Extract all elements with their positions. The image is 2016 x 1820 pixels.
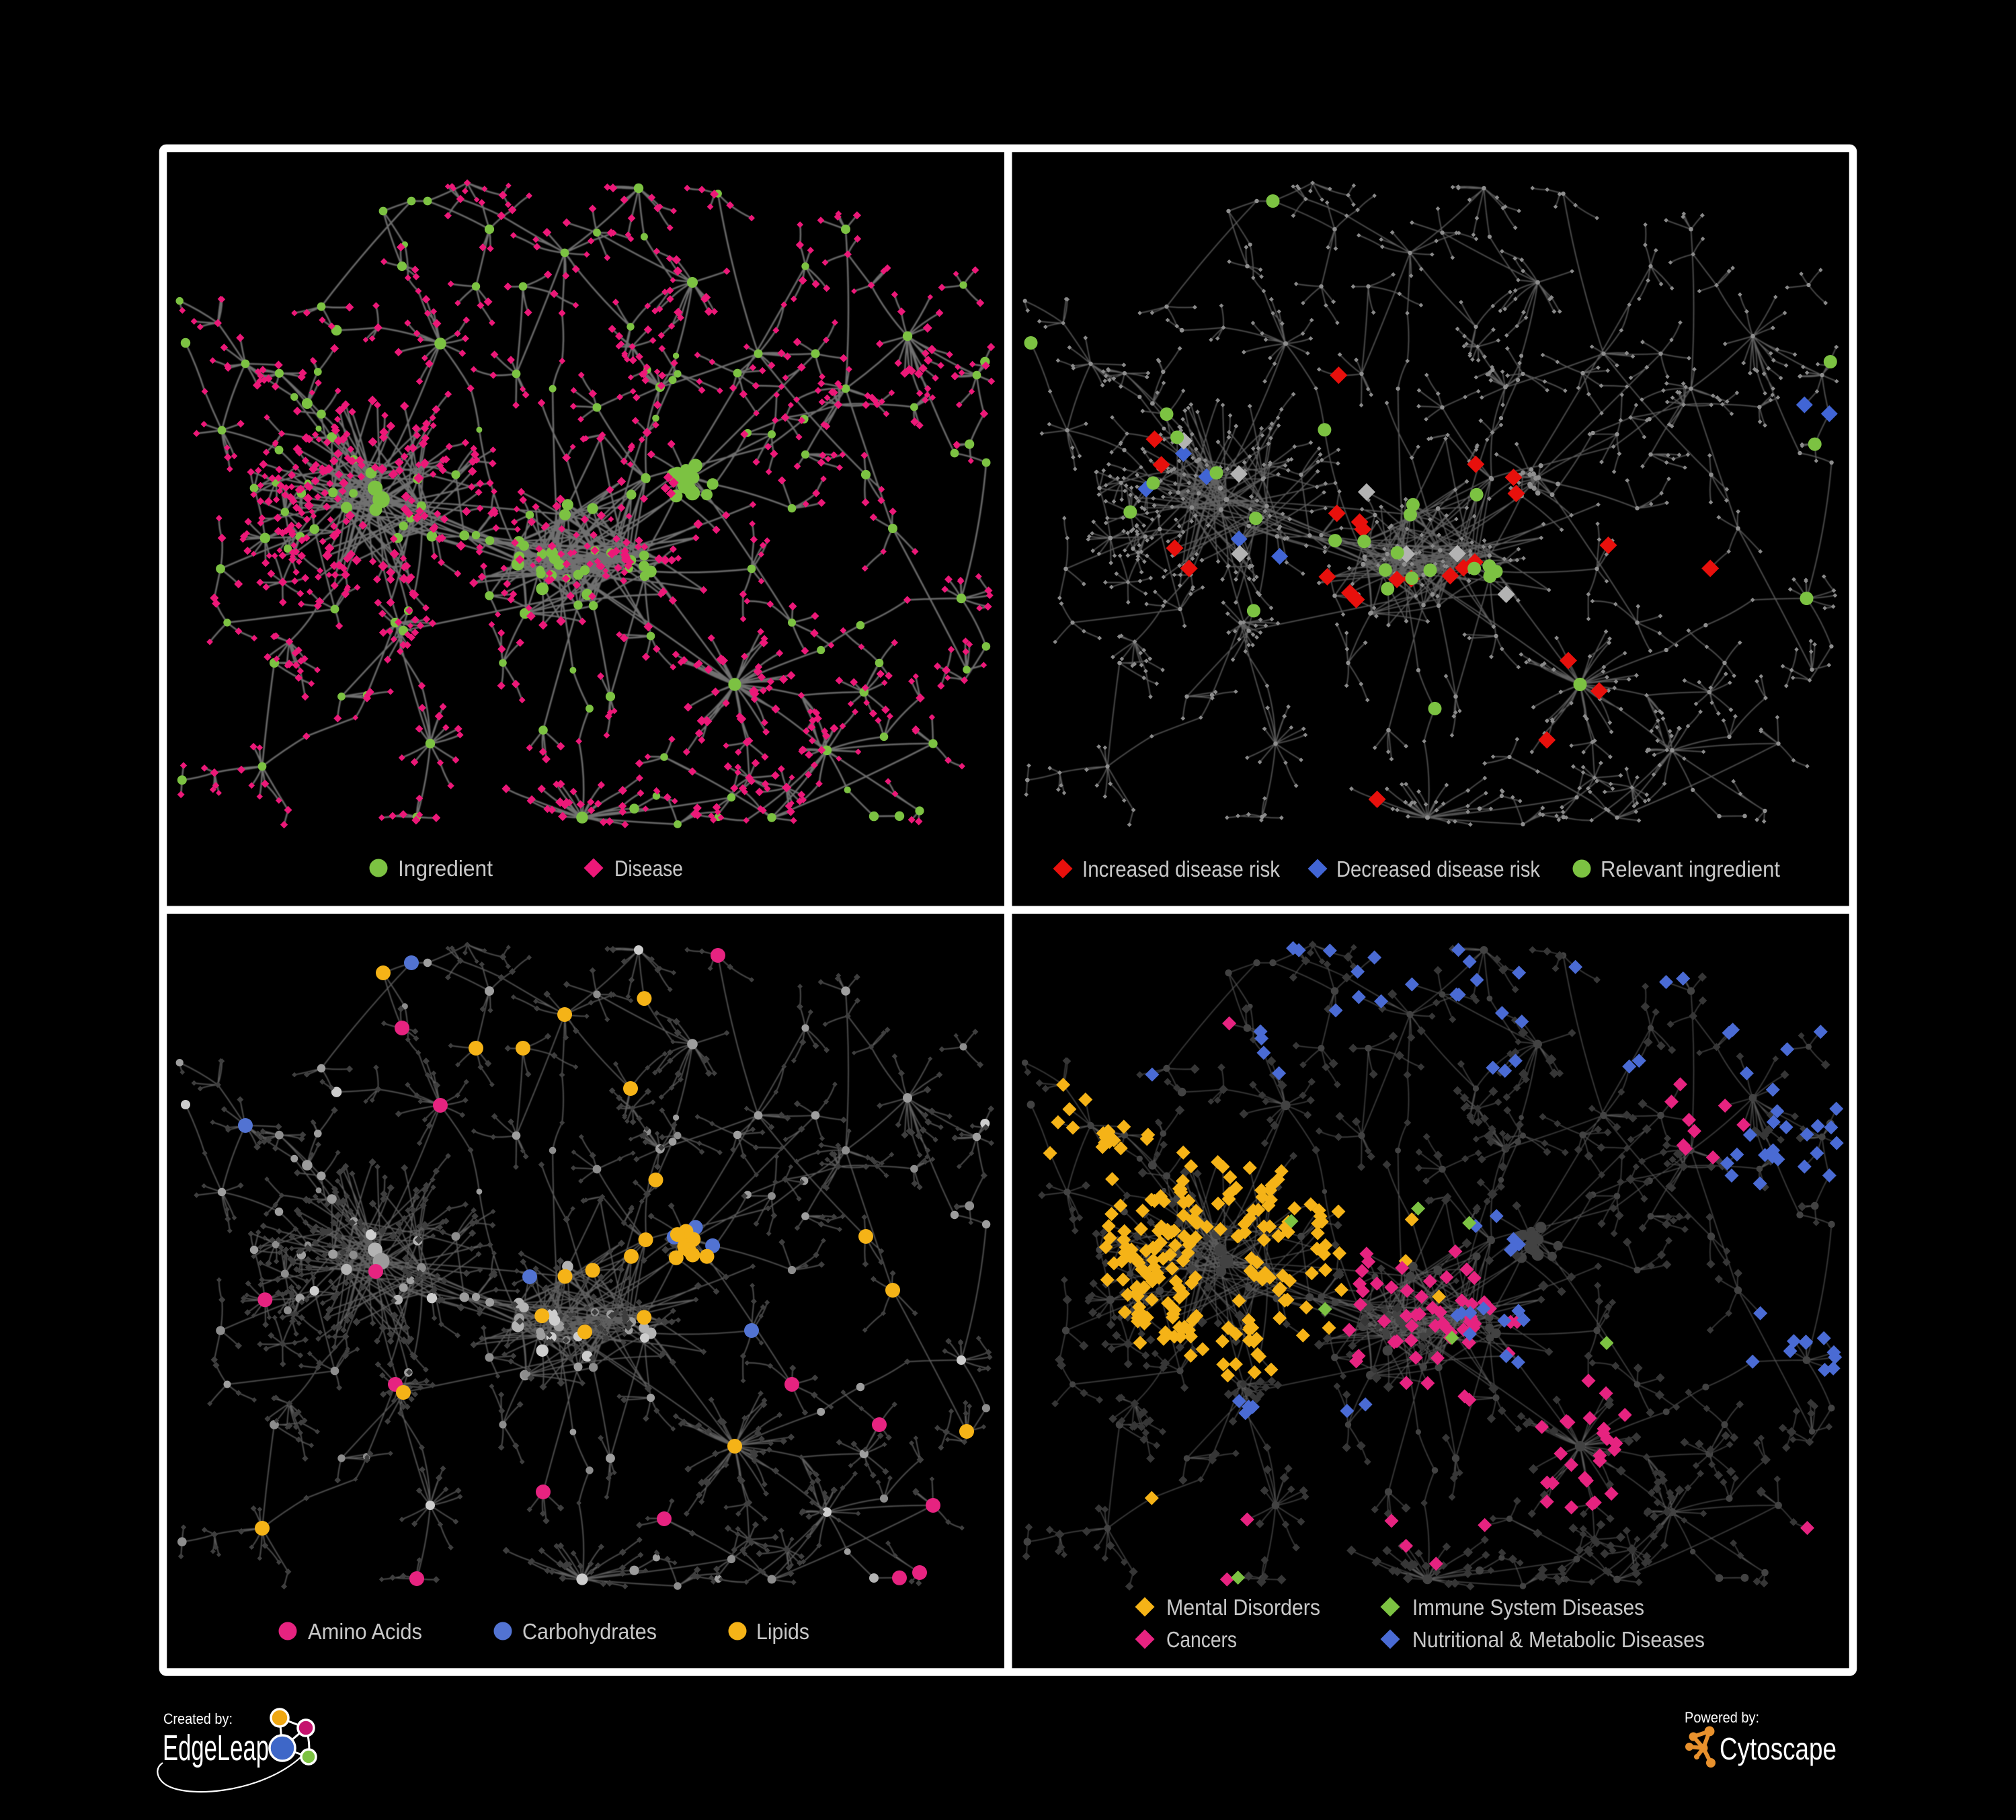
svg-text:Ingredient: Ingredient [398,856,493,881]
svg-text:Powered by:: Powered by: [1685,1709,1759,1726]
svg-text:Lipids: Lipids [756,1619,809,1644]
svg-text:Cancers: Cancers [1166,1627,1237,1652]
svg-text:Relevant ingredient: Relevant ingredient [1601,857,1780,881]
svg-text:Cytoscape: Cytoscape [1720,1731,1837,1766]
svg-text:Decreased disease risk: Decreased disease risk [1336,857,1540,881]
svg-text:Nutritional & Metabolic Diseas: Nutritional & Metabolic Diseases [1412,1627,1705,1652]
svg-text:Increased disease risk: Increased disease risk [1082,857,1280,881]
svg-text:Carbohydrates: Carbohydrates [522,1619,657,1644]
svg-text:Disease: Disease [614,856,683,881]
svg-text:Amino Acids: Amino Acids [308,1619,422,1644]
svg-text:Created by:: Created by: [163,1710,233,1727]
svg-text:Mental Disorders: Mental Disorders [1166,1595,1320,1620]
svg-text:EdgeLeap: EdgeLeap [163,1728,269,1768]
svg-text:Immune System Diseases: Immune System Diseases [1412,1595,1644,1620]
